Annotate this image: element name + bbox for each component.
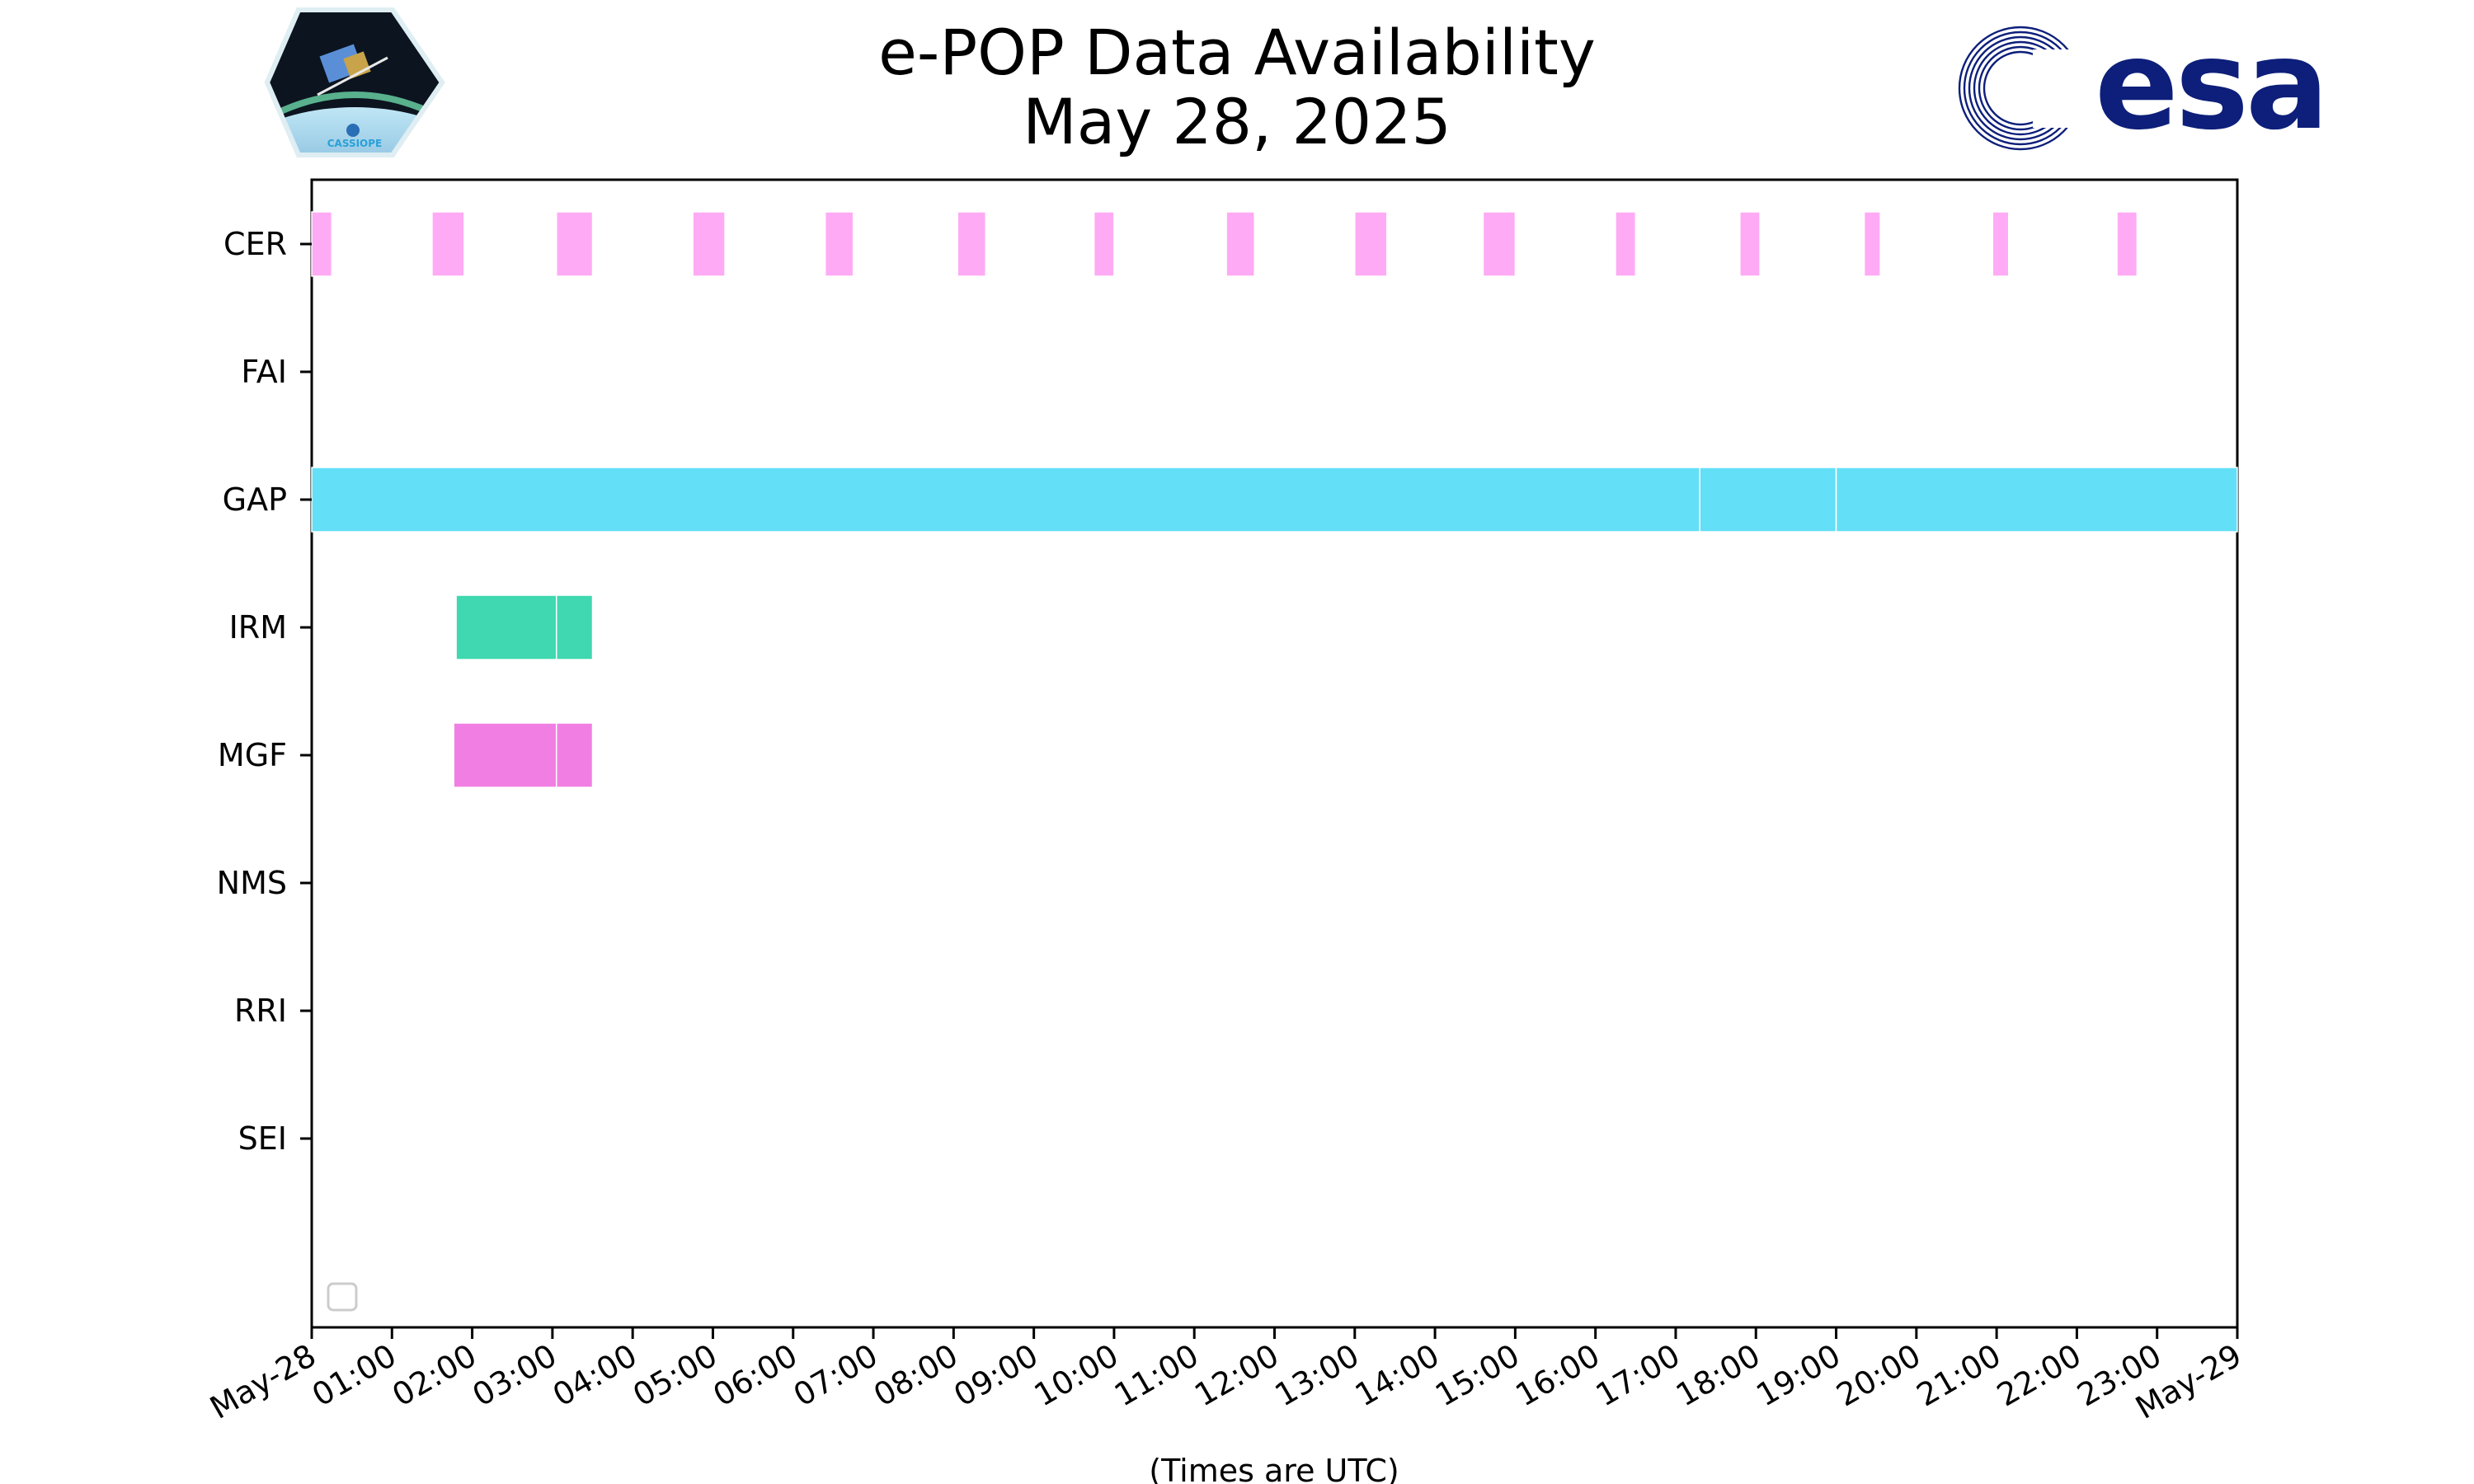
x-tick-label: 10:00	[1028, 1337, 1125, 1414]
x-tick-label: 02:00	[386, 1337, 482, 1414]
y-axis: CER FAI GAP IRM MGF NMS RRI SEI	[217, 226, 312, 1157]
esa-logo-text: esa	[2095, 14, 2326, 157]
bar-gap-2	[1835, 467, 2238, 533]
x-tick-label: 09:00	[948, 1337, 1044, 1414]
x-tick-label: 17:00	[1590, 1337, 1686, 1414]
x-tick-label: 18:00	[1670, 1337, 1766, 1414]
x-tick-label: 21:00	[1911, 1337, 2007, 1414]
bar-cer-5	[957, 211, 986, 277]
bar-cer-12	[1863, 211, 1881, 277]
bar-cer-6	[1093, 211, 1115, 277]
bar-cer-13	[1992, 211, 2010, 277]
x-tick-label: 16:00	[1509, 1337, 1606, 1414]
y-tick-label-gap: GAP	[223, 481, 287, 518]
y-tick-label-sei: SEI	[238, 1120, 287, 1157]
cassiope-logo-label: CASSIOPE	[327, 138, 383, 149]
x-tick-label: 20:00	[1830, 1337, 1926, 1414]
x-tick-label: 14:00	[1349, 1337, 1446, 1414]
bar-cer-10	[1615, 211, 1637, 277]
legend-box	[327, 1282, 358, 1312]
bars-layer	[311, 211, 2238, 788]
bar-cer-1	[431, 211, 465, 277]
x-tick-label: 03:00	[467, 1337, 563, 1414]
bar-cer-0	[311, 211, 333, 277]
chart-subtitle: May 28, 2025	[1023, 85, 1451, 158]
bar-cer-7	[1225, 211, 1255, 277]
y-tick-label-rri: RRI	[234, 993, 287, 1029]
bar-cer-14	[2116, 211, 2138, 277]
x-tick-label: 07:00	[788, 1337, 884, 1414]
bar-gap-1	[1699, 467, 1837, 533]
x-tick-label: 15:00	[1429, 1337, 1526, 1414]
x-tick-label: 04:00	[547, 1337, 643, 1414]
esa-logo: esa	[1958, 14, 2329, 157]
x-tick-label: 08:00	[868, 1337, 964, 1414]
x-tick-label: 22:00	[1991, 1337, 2087, 1414]
x-axis: May-2801:0002:0003:0004:0005:0006:0007:0…	[204, 1327, 2248, 1426]
x-tick-label: 12:00	[1188, 1337, 1285, 1414]
y-tick-label-nms: NMS	[217, 865, 287, 901]
bar-cer-4	[824, 211, 854, 277]
y-tick-label-irm: IRM	[229, 609, 287, 646]
bar-irm-1	[555, 594, 594, 660]
x-tick-label: 06:00	[707, 1337, 803, 1414]
bar-cer-8	[1354, 211, 1388, 277]
chart-title: e-POP Data Availability	[878, 16, 1596, 89]
x-tick-label: 11:00	[1108, 1337, 1205, 1414]
bar-irm-0	[455, 594, 557, 660]
bar-cer-9	[1482, 211, 1517, 277]
y-tick-label-mgf: MGF	[218, 737, 287, 773]
bar-cer-2	[555, 211, 594, 277]
x-tick-label: 05:00	[627, 1337, 723, 1414]
x-tick-label: 13:00	[1268, 1337, 1365, 1414]
x-tick-label: May-28	[204, 1337, 322, 1426]
bar-mgf-1	[555, 722, 594, 788]
x-axis-label: (Times are UTC)	[1149, 1453, 1399, 1484]
y-tick-label-cer: CER	[223, 226, 287, 262]
y-tick-label-fai: FAI	[241, 354, 287, 390]
plot-area	[310, 178, 2239, 1329]
x-tick-label: 01:00	[306, 1337, 402, 1414]
bar-cer-3	[692, 211, 726, 277]
x-tick-label: 19:00	[1750, 1337, 1846, 1414]
bar-mgf-0	[453, 722, 557, 788]
bar-cer-11	[1739, 211, 1761, 277]
bar-gap-0	[311, 467, 1700, 533]
